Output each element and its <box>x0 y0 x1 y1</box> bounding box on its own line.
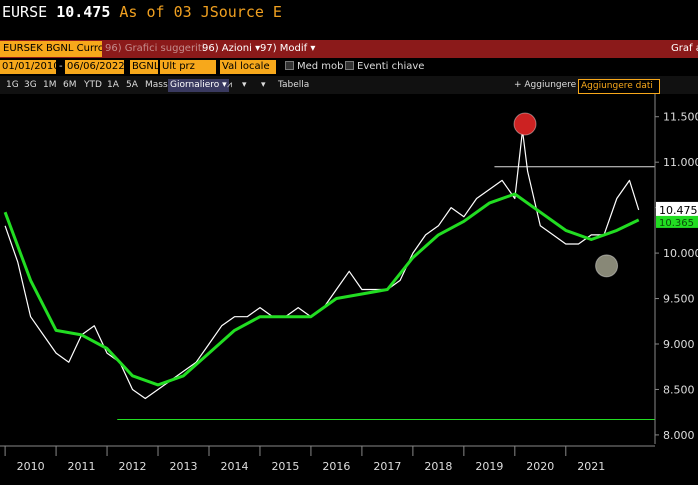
period-max[interactable]: Mass <box>145 80 168 90</box>
add-data-input[interactable]: Aggiungere dati <box>578 79 660 94</box>
x-tick-label: 2013 <box>170 460 198 473</box>
period-3d[interactable]: 3G <box>24 80 37 90</box>
x-tick-label: 2016 <box>322 460 350 473</box>
actions-label: 96) Azioni <box>202 43 252 54</box>
source: JSource E <box>200 3 282 21</box>
toolbar-dates: 01/01/2010 - 06/06/2022 BGNL Ult prz Val… <box>0 58 698 76</box>
y-tick-label: 9.000 <box>663 338 695 351</box>
checkbox-icon <box>345 61 354 70</box>
period-ytd[interactable]: YTD <box>84 80 102 90</box>
key-events-toggle[interactable]: Eventi chiave <box>343 60 426 74</box>
symbol: EURSE <box>2 3 48 21</box>
chevron-down-icon: ▾ <box>310 43 316 54</box>
period-1m[interactable]: 1M <box>43 80 57 90</box>
reference-lines <box>117 166 655 420</box>
graph-label: Graf a <box>671 43 698 54</box>
chevron-down-icon[interactable]: ▾ <box>261 80 266 90</box>
end-date-field[interactable]: 06/06/2022 <box>65 60 125 74</box>
moving-average-box <box>656 215 698 228</box>
x-tick-label: 2015 <box>271 460 299 473</box>
chevron-down-icon: ▾ <box>255 43 261 54</box>
key-events-label: Eventi chiave <box>357 61 425 72</box>
source-field[interactable]: BGNL <box>130 60 160 74</box>
ticker-line: EURSE 10.475 As of 03 JSource E <box>2 3 282 21</box>
toolbar-primary: EURSEK BGNL Currc 96) Grafici suggeriti … <box>0 40 698 58</box>
y-tick-label: 8.000 <box>663 429 695 442</box>
price: 10.475 <box>56 3 111 21</box>
x-tick-label: 2014 <box>220 460 248 473</box>
date-separator: - <box>59 61 63 72</box>
x-tick-label: 2020 <box>526 460 554 473</box>
checkbox-icon <box>285 61 294 70</box>
period-1y[interactable]: 1A <box>107 80 119 90</box>
chevron-down-icon: ▾ <box>222 80 227 90</box>
price-field-select[interactable]: Ult prz <box>160 60 216 74</box>
chevron-down-icon[interactable]: ▾ <box>242 80 247 90</box>
modify-label: 97) Modif <box>260 43 308 54</box>
y-tick-label: 10.000 <box>663 247 698 260</box>
moving-average-label: Med mob <box>297 61 344 72</box>
add-label: + Aggiungere <box>514 80 577 90</box>
period-6m[interactable]: 6M <box>63 80 77 90</box>
series-group <box>3 129 640 400</box>
x-tick-label: 2012 <box>119 460 147 473</box>
last-price-label: 10.475 <box>659 204 698 217</box>
table-button[interactable]: Tabella <box>278 80 310 90</box>
frequency-label: Giornaliero <box>170 80 220 90</box>
price-chart: 11.50011.00010.50010.0009.5009.0008.5008… <box>0 94 698 473</box>
x-tick-label: 2018 <box>424 460 452 473</box>
modify-menu[interactable]: 97) Modif ▾ <box>257 41 318 57</box>
y-tick-label: 11.000 <box>663 156 698 169</box>
last-price-box <box>656 201 698 217</box>
start-date-field[interactable]: 01/01/2010 <box>0 60 60 74</box>
x-tick-label: 2021 <box>577 460 605 473</box>
add-menu[interactable]: + Aggiungere ▾ <box>512 79 586 92</box>
x-tick-label: 2019 <box>475 460 503 473</box>
period-1d[interactable]: 1G <box>6 80 19 90</box>
low-event-marker[interactable] <box>595 254 619 278</box>
period-5y[interactable]: 5A <box>126 80 138 90</box>
x-axis: 2010 2011 2012 2013 2014 2015 2016 2017 2018 2019… <box>0 445 655 473</box>
x-tick-label: 2017 <box>373 460 401 473</box>
as-of: As of 03 <box>119 3 192 21</box>
actions-menu[interactable]: 96) Azioni ▾ <box>199 41 263 57</box>
moving-average-line <box>3 192 640 387</box>
chart-type-icon[interactable]: ⩘ <box>227 80 233 90</box>
x-tick-label: 2011 <box>68 460 96 473</box>
price-series-line <box>4 129 640 400</box>
security-field[interactable]: EURSEK BGNL Currc <box>0 41 102 57</box>
toolbar-periods: 1G 3G 1M 6M YTD 1A 5A Mass Giornaliero ▾… <box>0 76 698 94</box>
moving-average-label: 10.365 <box>659 218 694 229</box>
frequency-select[interactable]: Giornaliero ▾ <box>168 79 229 92</box>
x-tick-label: 2010 <box>17 460 45 473</box>
y-tick-label: 8.500 <box>663 383 695 396</box>
header: EURSE 10.475 As of 03 JSource E <box>0 0 698 40</box>
marker-group <box>513 112 619 278</box>
y-axis: 11.50011.00010.50010.0009.5009.0008.5008… <box>654 94 698 444</box>
high-event-marker[interactable] <box>513 112 537 136</box>
currency-select[interactable]: Val locale <box>220 60 276 74</box>
suggested-charts-menu[interactable]: 96) Grafici suggeriti <box>105 43 205 54</box>
y-tick-label: 11.500 <box>663 111 698 124</box>
y-tick-label: 9.500 <box>663 293 695 306</box>
